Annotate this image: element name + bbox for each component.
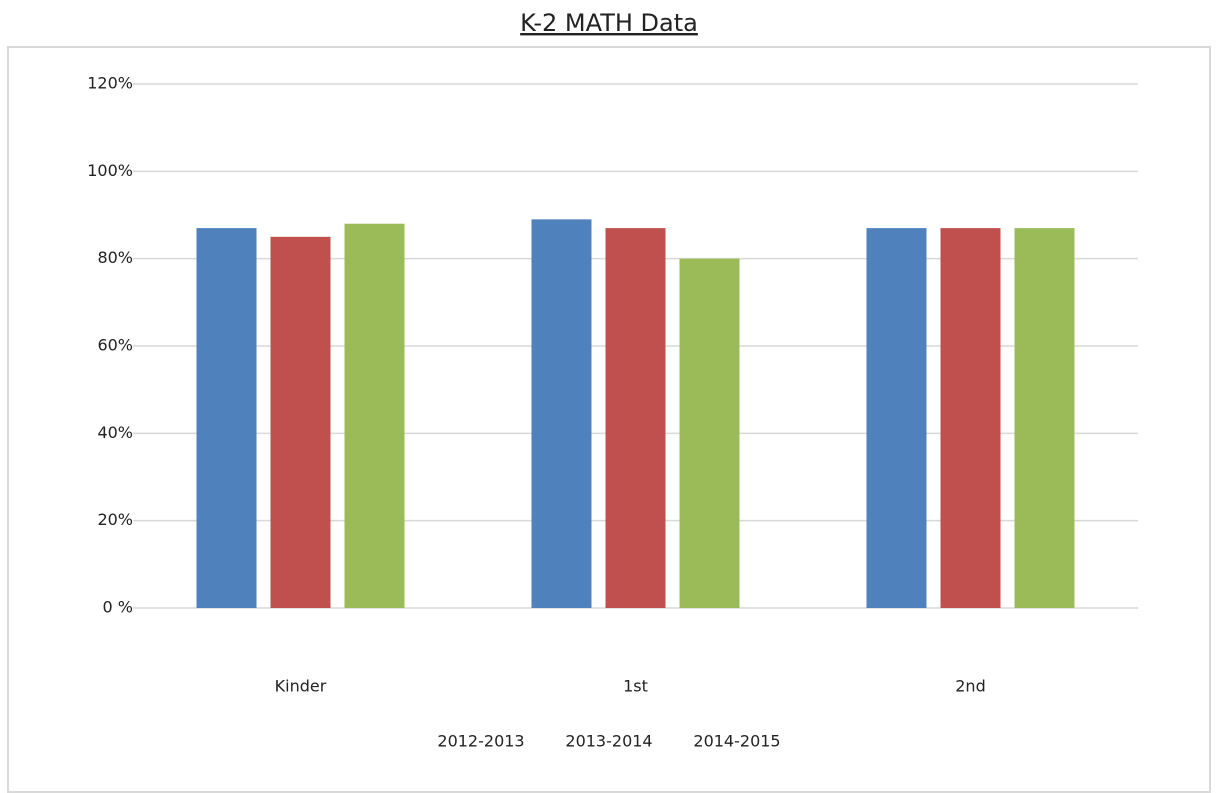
x-tick-label: 1st <box>623 677 648 696</box>
legend-entry: 2013-2014 <box>565 732 652 751</box>
bar <box>196 228 257 608</box>
y-tick-label: 0 % <box>103 598 133 617</box>
bar <box>605 228 666 608</box>
y-tick-label: 60% <box>97 336 133 355</box>
bar <box>940 228 1001 608</box>
x-tick-label: 2nd <box>955 677 985 696</box>
bar <box>270 236 331 609</box>
legend-entry: 2012-2013 <box>437 732 524 751</box>
bar <box>344 223 405 608</box>
bar <box>531 219 592 608</box>
y-tick-label: 40% <box>97 423 133 442</box>
bar <box>1014 228 1075 608</box>
y-tick-label: 120% <box>87 74 133 93</box>
x-tick-label: Kinder <box>275 677 327 696</box>
chart-title: K-2 MATH Data <box>520 9 698 37</box>
y-tick-label: 20% <box>97 510 133 529</box>
y-tick-label: 80% <box>97 248 133 267</box>
bar <box>679 258 740 608</box>
y-tick-label: 100% <box>87 161 133 180</box>
bar <box>866 228 927 608</box>
legend-entry: 2014-2015 <box>693 732 780 751</box>
